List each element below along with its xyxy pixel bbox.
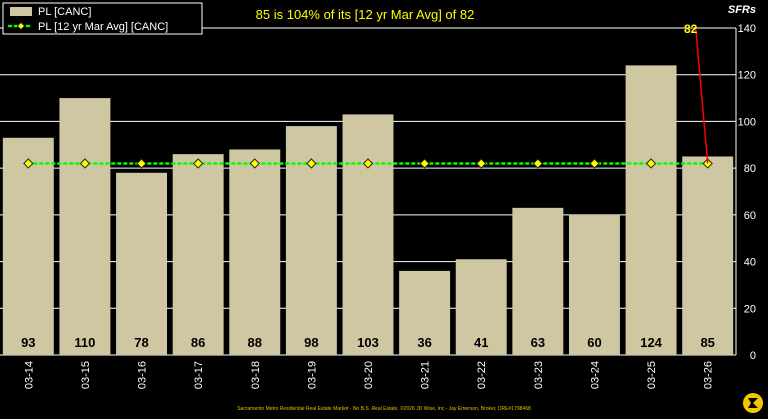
bar	[625, 65, 677, 355]
average-marker	[645, 158, 657, 169]
bar-value-label: 60	[587, 335, 601, 350]
bar-value-label: 85	[700, 335, 714, 350]
x-tick-label: 03-23	[533, 361, 545, 389]
average-marker	[249, 158, 260, 169]
x-tick-label: 03-20	[363, 361, 375, 389]
bar-value-label: 88	[248, 335, 262, 350]
average-marker	[192, 158, 204, 169]
legend-marker	[16, 21, 26, 31]
average-marker	[589, 158, 600, 169]
bar-value-label: 103	[357, 335, 379, 350]
x-tick-label: 03-17	[193, 361, 205, 389]
x-tick-label: 03-14	[23, 361, 35, 389]
legend-swatch-bar	[10, 7, 32, 16]
x-tick-label: 03-25	[646, 361, 658, 389]
bar	[229, 149, 281, 355]
bar-value-label: 93	[21, 335, 35, 350]
brand-logo-icon	[743, 393, 763, 413]
bar	[512, 207, 564, 355]
average-marker	[419, 158, 430, 169]
x-tick-label: 03-22	[476, 361, 488, 389]
average-marker	[306, 158, 317, 169]
bar-value-label: 41	[474, 335, 488, 350]
x-tick-label: 03-15	[80, 361, 92, 389]
chart-title: 85 is 104% of its [12 yr Mar Avg] of 82	[256, 7, 475, 22]
callout-label: 82	[684, 22, 698, 36]
y-tick-label: 40	[744, 257, 756, 269]
legend-label-line: PL [12 yr Mar Avg] [CANC]	[38, 21, 168, 33]
bar-value-label: 63	[531, 335, 545, 350]
y-tick-label: 0	[750, 350, 756, 362]
bar	[682, 156, 734, 355]
average-marker	[23, 158, 34, 169]
bar-value-label: 124	[640, 335, 662, 350]
legend-label-bar: PL [CANC]	[38, 6, 91, 18]
bar	[568, 214, 620, 355]
bar	[172, 154, 224, 355]
y-tick-label: 20	[744, 303, 756, 315]
y-tick-label: 80	[744, 163, 756, 175]
bar	[2, 137, 54, 355]
bar	[59, 98, 111, 356]
x-tick-label: 03-21	[420, 361, 432, 389]
average-marker	[362, 158, 374, 169]
bar-value-label: 36	[417, 335, 431, 350]
x-tick-label: 03-18	[250, 361, 262, 389]
average-marker	[532, 158, 544, 169]
x-tick-label: 03-16	[137, 361, 149, 389]
y-tick-label: 140	[738, 23, 756, 35]
y-tick-label: 60	[744, 210, 756, 222]
bar	[116, 172, 168, 355]
legend-box	[2, 2, 203, 35]
bar-value-label: 78	[134, 335, 148, 350]
average-marker	[136, 158, 147, 169]
average-marker	[476, 158, 487, 169]
y-tick-label: 120	[738, 70, 756, 82]
average-marker	[79, 158, 91, 169]
bar	[342, 114, 394, 356]
bar-value-label: 98	[304, 335, 318, 350]
bar-value-label: 86	[191, 335, 205, 350]
y-tick-label: 100	[738, 116, 756, 128]
footer-credit: Sacramento Metro Residential Real Estate…	[237, 406, 531, 412]
y-axis-label: SFRs	[728, 4, 756, 16]
x-tick-label: 03-19	[306, 361, 318, 389]
x-tick-label: 03-26	[703, 361, 715, 389]
callout-line	[694, 27, 709, 164]
bar	[455, 259, 507, 355]
bar-value-label: 110	[74, 335, 95, 350]
bar	[399, 270, 451, 355]
x-tick-label: 03-24	[589, 361, 601, 389]
